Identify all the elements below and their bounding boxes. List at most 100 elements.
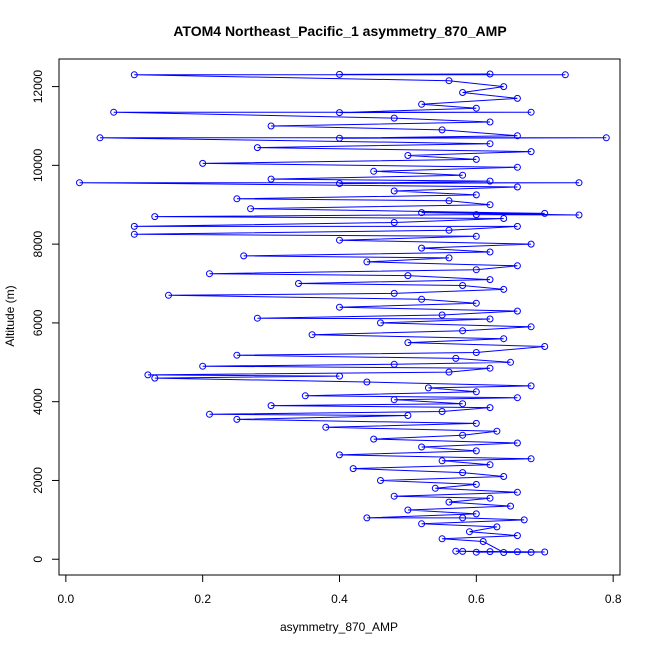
data-point (363, 378, 371, 386)
data-point (418, 520, 426, 528)
data-point (486, 494, 494, 502)
data-point (390, 289, 398, 297)
data-point (527, 323, 535, 331)
data-point (390, 396, 398, 404)
data-point (527, 108, 535, 116)
data-point (295, 280, 302, 287)
data-point (486, 548, 494, 556)
data-point (336, 372, 343, 380)
data-point (301, 392, 309, 400)
data-point (336, 134, 343, 142)
data-point (561, 71, 569, 79)
data-point (130, 230, 138, 238)
data-point (199, 159, 207, 167)
data-point (370, 435, 378, 443)
y-axis: 0 2000 4000 6000 8000 10000 12000 (31, 70, 60, 563)
data-point (513, 222, 521, 230)
data-point (151, 213, 159, 221)
data-point (520, 516, 528, 524)
data-point (390, 114, 398, 122)
data-point (452, 547, 460, 555)
data-point (233, 195, 241, 203)
data-point (513, 548, 521, 556)
data-point (404, 272, 412, 280)
data-point (336, 303, 343, 311)
data-point (472, 191, 480, 199)
data-point (438, 408, 446, 415)
data-point (500, 549, 508, 556)
data-point (472, 548, 480, 556)
data-point (233, 351, 241, 359)
data-point (486, 201, 494, 209)
data-point (445, 254, 453, 262)
data-point (479, 538, 487, 545)
data-point (527, 455, 535, 463)
data-point (459, 431, 467, 439)
data-point (76, 179, 83, 187)
data-point (459, 171, 467, 179)
data-point (486, 118, 494, 126)
data-point (253, 144, 261, 152)
data-point (144, 371, 152, 379)
data-point (247, 205, 255, 213)
data-point (438, 311, 446, 319)
data-point (445, 77, 453, 85)
data-point (418, 100, 426, 108)
x-tick-label: 0.0 (57, 592, 74, 606)
data-point (404, 339, 412, 347)
data-point (472, 299, 480, 307)
x-tick-label: 0.2 (194, 592, 211, 606)
data-point (486, 315, 494, 323)
data-point (513, 183, 521, 191)
data-point (336, 236, 343, 244)
x-axis: 0.0 0.2 0.4 0.6 0.8 (57, 574, 622, 606)
data-point (472, 480, 480, 488)
data-point (418, 209, 426, 217)
data-point (459, 400, 467, 408)
data-point (438, 535, 446, 543)
data-point (459, 514, 467, 522)
y-tick-label: 12000 (31, 70, 45, 104)
data-point (377, 477, 384, 484)
data-point (240, 252, 248, 260)
data-point (575, 211, 583, 219)
y-tick-label: 4000 (31, 388, 45, 415)
data-point (527, 240, 535, 248)
data-point (452, 354, 460, 362)
data-point (500, 473, 508, 480)
data-point (424, 384, 432, 392)
data-point (370, 167, 378, 175)
data-point (445, 197, 453, 205)
data-point (472, 419, 480, 427)
data-point (308, 331, 316, 339)
data-point (486, 276, 494, 284)
data-point (322, 423, 330, 431)
data-point (486, 404, 494, 412)
y-tick-label: 10000 (31, 148, 45, 182)
data-point (377, 319, 384, 327)
data-point (267, 402, 275, 410)
data-point (404, 506, 412, 514)
data-point (513, 488, 521, 496)
data-point (513, 163, 521, 171)
y-tick-label: 6000 (31, 309, 45, 336)
data-point (493, 523, 501, 531)
data-point (199, 362, 207, 370)
data-point (130, 71, 138, 79)
data-point (363, 514, 371, 522)
data-point (336, 180, 343, 187)
data-point (336, 109, 343, 117)
data-point (472, 155, 480, 163)
y-tick-label: 0 (31, 556, 45, 563)
data-point (390, 219, 398, 226)
x-axis-label: asymmetry_870_AMP (280, 620, 398, 634)
data-point (500, 285, 508, 293)
data-point (267, 175, 275, 183)
data-point (541, 548, 549, 556)
data-point (459, 89, 467, 96)
data-point (206, 410, 213, 418)
data-point (431, 484, 439, 492)
data-point (404, 152, 412, 159)
data-point (507, 358, 514, 366)
data-point (500, 83, 508, 91)
